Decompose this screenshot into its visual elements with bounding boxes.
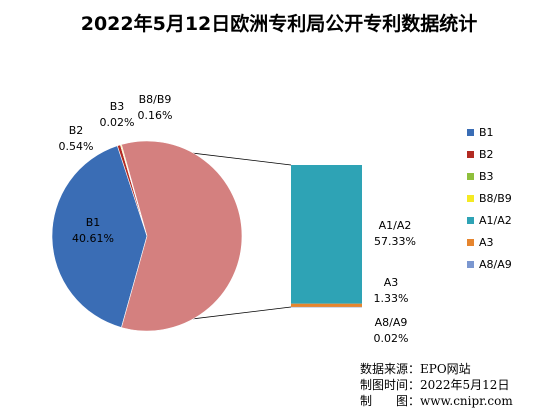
legend-label-b3: B3 xyxy=(479,170,494,183)
data-label-b3: B30.02% xyxy=(100,100,135,129)
source-line-1: 数据来源：EPO网站 xyxy=(360,360,471,377)
data-label-b8-b9: B8/B90.16% xyxy=(138,93,173,122)
legend-swatch-b1 xyxy=(467,129,474,136)
bar-of-pie-group xyxy=(291,165,362,307)
data-label-b2: B20.54% xyxy=(59,124,94,153)
legend-swatch-a3 xyxy=(467,239,474,246)
source-line-3: 制 图：www.cnipr.com xyxy=(360,392,513,409)
data-label-a8-a9: A8/A90.02% xyxy=(374,316,409,345)
legend-label-b1: B1 xyxy=(479,126,494,139)
bar-segment-a1-a2 xyxy=(291,165,362,304)
legend-label-b2: B2 xyxy=(479,148,494,161)
legend: B1 B2 B3 B8/B9 A1/A2 A3 A8/A9 xyxy=(467,126,512,271)
source-line-2: 制图时间：2022年5月12日 xyxy=(360,376,509,393)
legend-swatch-a8-a9 xyxy=(467,261,474,268)
legend-label-b8-b9: B8/B9 xyxy=(479,192,512,205)
data-label-a1-a2: A1/A257.33% xyxy=(374,219,416,248)
legend-swatch-a1-a2 xyxy=(467,217,474,224)
data-label-a3: A31.33% xyxy=(374,276,409,305)
chart-title: 2022年5月12日欧洲专利局公开专利数据统计 xyxy=(81,12,478,35)
legend-label-a3: A3 xyxy=(479,236,494,249)
bar-segment-a3 xyxy=(291,304,362,307)
legend-swatch-b3 xyxy=(467,173,474,180)
legend-swatch-b2 xyxy=(467,151,474,158)
legend-label-a1-a2: A1/A2 xyxy=(479,214,512,227)
legend-label-a8-a9: A8/A9 xyxy=(479,258,512,271)
legend-swatch-b8-b9 xyxy=(467,195,474,202)
